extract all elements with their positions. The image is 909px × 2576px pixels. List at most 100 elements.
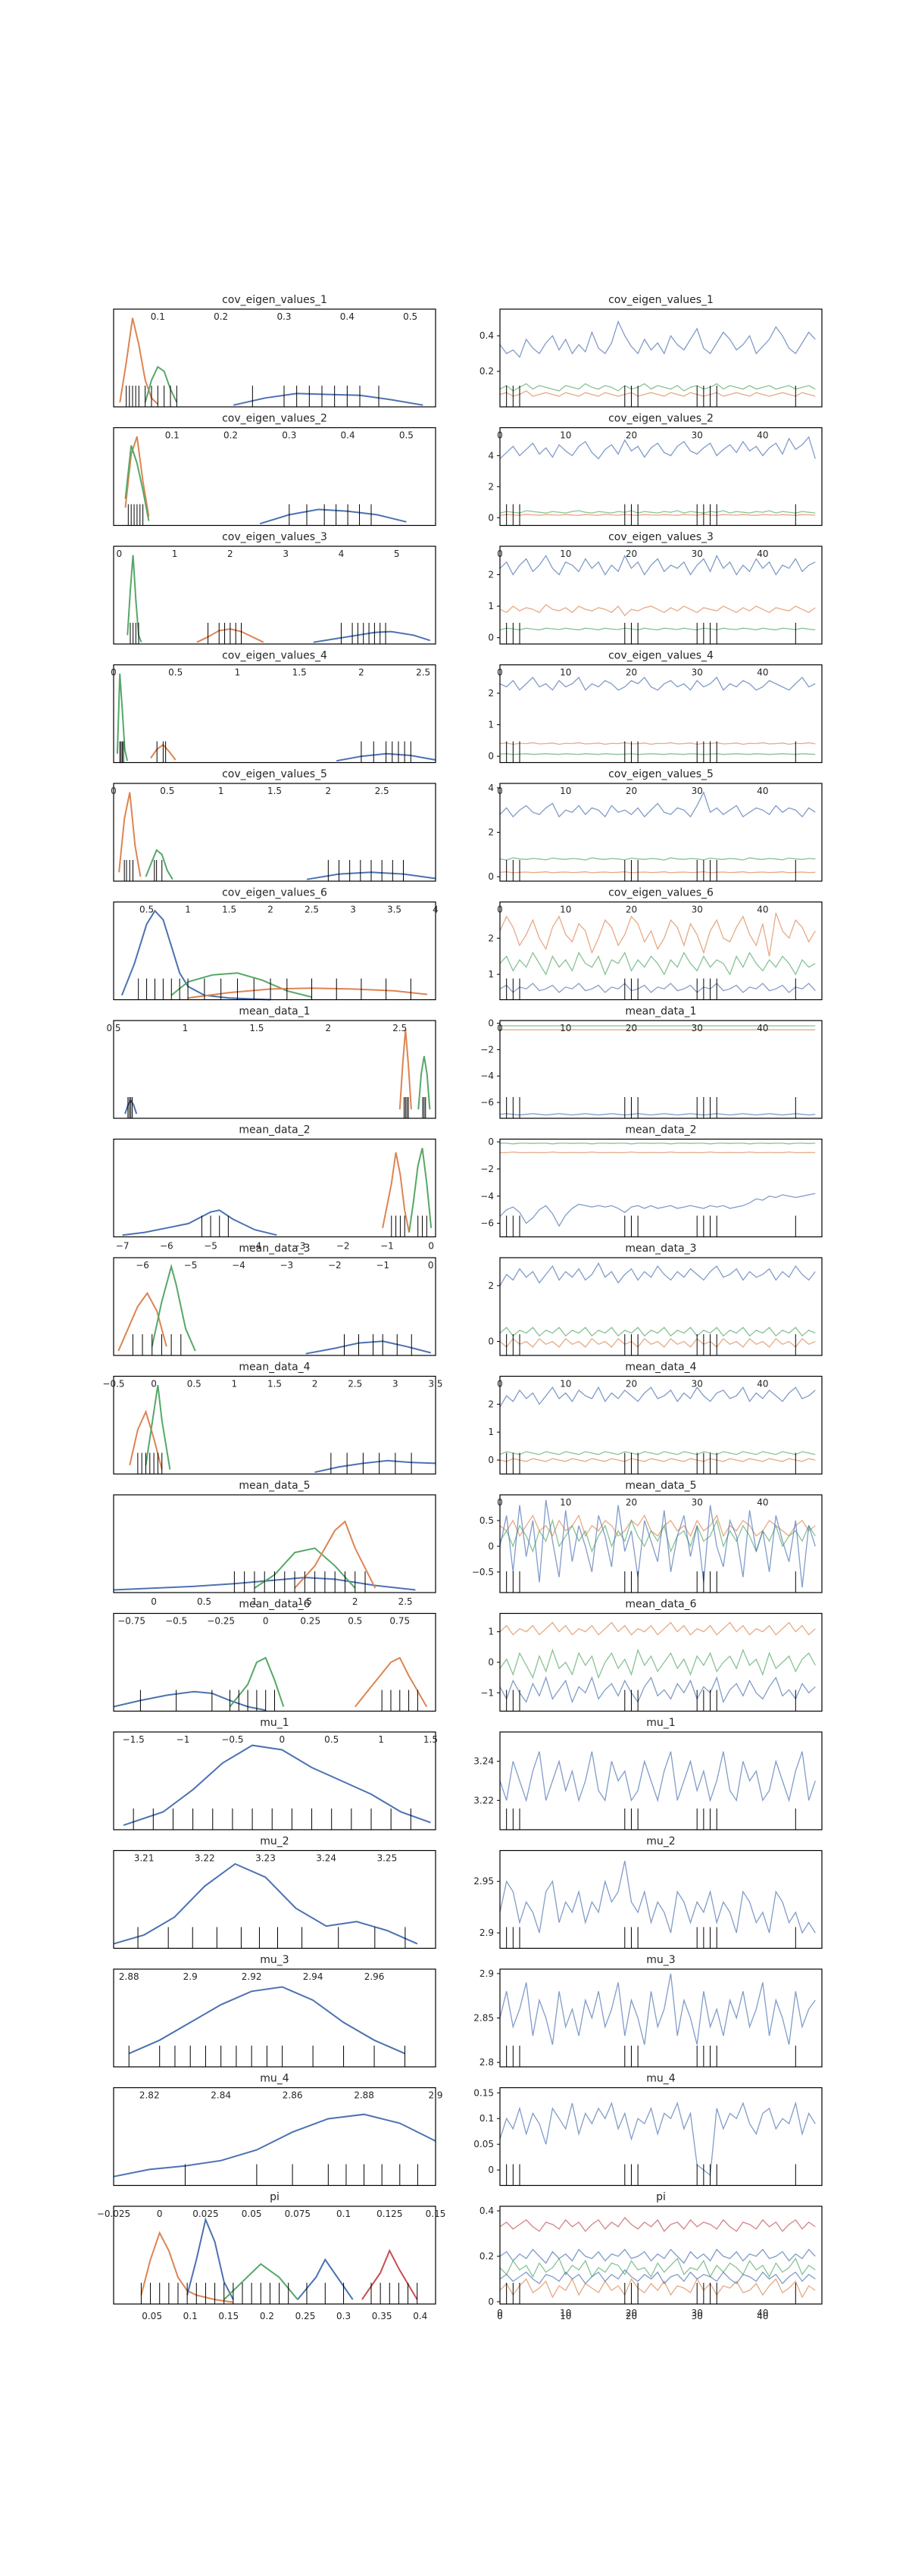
x-tick-label: −4	[248, 1241, 261, 1252]
plot-frame	[113, 1138, 436, 1238]
series-line-blue	[499, 1860, 816, 1934]
panel-title: mu_1	[260, 1717, 289, 1729]
y-tick-label: 1	[488, 969, 494, 980]
series-line-green	[229, 1656, 285, 1708]
panel-title: cov_eigen_values_6	[222, 887, 327, 899]
series-line-blue	[499, 436, 816, 460]
x-tick-label: 10	[560, 905, 571, 915]
plot-frame	[113, 783, 436, 882]
plot-frame	[499, 546, 823, 645]
y-tick-label: 3.24	[473, 1756, 494, 1767]
panel-title: mu_4	[260, 2073, 289, 2085]
x-tick-label: 0.75	[389, 1616, 410, 1627]
series-line-blue	[123, 1744, 431, 1827]
x-tick-label: 1	[232, 1379, 238, 1390]
x-tick-label: 2	[227, 549, 233, 559]
series-line-orange	[398, 1029, 412, 1110]
x-tick-label-bottom: 10	[560, 2311, 571, 2321]
series-line-orange	[499, 1514, 816, 1537]
panel-title: mean_data_1	[239, 1005, 310, 1018]
series-line-orange	[355, 1656, 428, 1708]
plot-frame	[499, 1257, 823, 1356]
x-tick-label: −0.25	[207, 1616, 235, 1627]
x-tick-label: 1	[218, 786, 224, 796]
x-tick-label: 10	[560, 1379, 571, 1390]
x-tick-label: 20	[626, 786, 637, 796]
x-tick-label: 2.94	[303, 1971, 323, 1982]
x-tick-label: 4	[339, 549, 345, 559]
x-tick-label: 2.5	[416, 667, 430, 678]
panel-title: mu_4	[646, 2073, 676, 2085]
y-tick-label: 1	[488, 720, 494, 730]
x-tick-label: 3.23	[255, 1853, 276, 1864]
y-tick-label: 0.4	[479, 2206, 494, 2216]
series-line-blue	[499, 554, 816, 576]
series-line-green	[500, 1143, 816, 1145]
series-line-green	[417, 1055, 431, 1110]
panel-title: mu_2	[646, 1836, 675, 1848]
x-tick-label: 3.5	[387, 905, 401, 915]
panel-cov-eigen-values-1-trace: cov_eigen_values_1 0.2 0.4	[479, 294, 823, 408]
panel-mu-2-density: mu_2 3.21 3.22 3.23 3.24 3.25	[113, 1836, 436, 1949]
y-tick-label: 3.22	[473, 1795, 494, 1805]
panel-title: mean_data_4	[239, 1361, 310, 1374]
series-line-orange	[124, 436, 150, 517]
series-line-green	[499, 510, 816, 514]
plot-frame	[113, 1612, 436, 1712]
x-tick-label: 0	[497, 1497, 503, 1508]
x-tick-label: 1	[172, 549, 178, 559]
x-tick-label: 0.15	[426, 2209, 446, 2219]
plot-frame	[499, 783, 823, 882]
series-line-blue	[186, 2217, 234, 2300]
panel-title: pi	[270, 2191, 280, 2203]
y-tick-label: 2.8	[479, 2057, 494, 2068]
x-tick-label: 10	[560, 786, 571, 796]
y-tick-label: 0.05	[473, 2139, 494, 2149]
x-tick-label: −5	[184, 1260, 198, 1271]
panel-cov-eigen-values-3-density: cov_eigen_values_3 0 1 2 3 4 5	[113, 531, 436, 645]
panel-cov-eigen-values-5-density: cov_eigen_values_5 0 0.5 1 1.5 2 2.5	[111, 768, 436, 882]
x-tick-label: 2.96	[364, 1971, 385, 1982]
series-line-blue	[128, 1986, 405, 2055]
x-tick-label: 40	[757, 786, 768, 796]
x-tick-label: 1	[235, 667, 241, 678]
x-tick-label: 1.5	[292, 667, 307, 678]
plot-frame	[499, 1731, 823, 1830]
x-tick-label: 20	[626, 549, 637, 559]
x-tick-label: 2.82	[139, 2090, 160, 2101]
panel-title: mean_data_6	[239, 1599, 310, 1611]
panel-title: cov_eigen_values_4	[222, 650, 327, 662]
series-line-green	[145, 849, 173, 880]
plot-frame	[113, 427, 436, 527]
panel-title: cov_eigen_values_2	[608, 413, 714, 425]
plot-frame	[113, 546, 436, 645]
plot-frame	[113, 1849, 436, 1949]
x-tick-label: 30	[692, 430, 703, 441]
panel-title: mu_3	[646, 1954, 675, 1966]
series-line-red	[499, 2216, 816, 2233]
x-tick-label: 10	[560, 667, 571, 678]
y-tick-label: 0.4	[479, 330, 494, 341]
panel-title: cov_eigen_values_3	[608, 531, 714, 543]
x-tick-label: 40	[757, 1023, 768, 1033]
series-line-orange	[499, 514, 816, 516]
x-tick-label: 10	[560, 1023, 571, 1033]
panel-title: mean_data_1	[625, 1005, 696, 1018]
x-tick-label: 20	[626, 1379, 637, 1390]
x-tick-label: 2.84	[211, 2090, 231, 2101]
panel-mu-3-trace: mu_3 2.8 2.85 2.9	[473, 1954, 823, 2068]
x-tick-label: −0.025	[97, 2209, 130, 2219]
x-tick-label: 0.4	[341, 430, 355, 441]
y-tick-label: 4	[488, 450, 494, 461]
x-tick-label: 1	[378, 1734, 384, 1745]
plot-frame	[499, 1849, 823, 1949]
x-tick-label: 3	[392, 1379, 398, 1390]
series-line-green	[499, 1451, 816, 1455]
x-tick-label: 30	[692, 1023, 703, 1033]
x-tick-label: 40	[757, 430, 768, 441]
x-tick-label: −6	[136, 1260, 149, 1271]
panel-title: cov_eigen_values_1	[222, 294, 327, 306]
x-tick-label: 20	[626, 667, 637, 678]
series-line-orange	[499, 1621, 816, 1636]
x-tick-label: 1	[251, 1596, 258, 1607]
